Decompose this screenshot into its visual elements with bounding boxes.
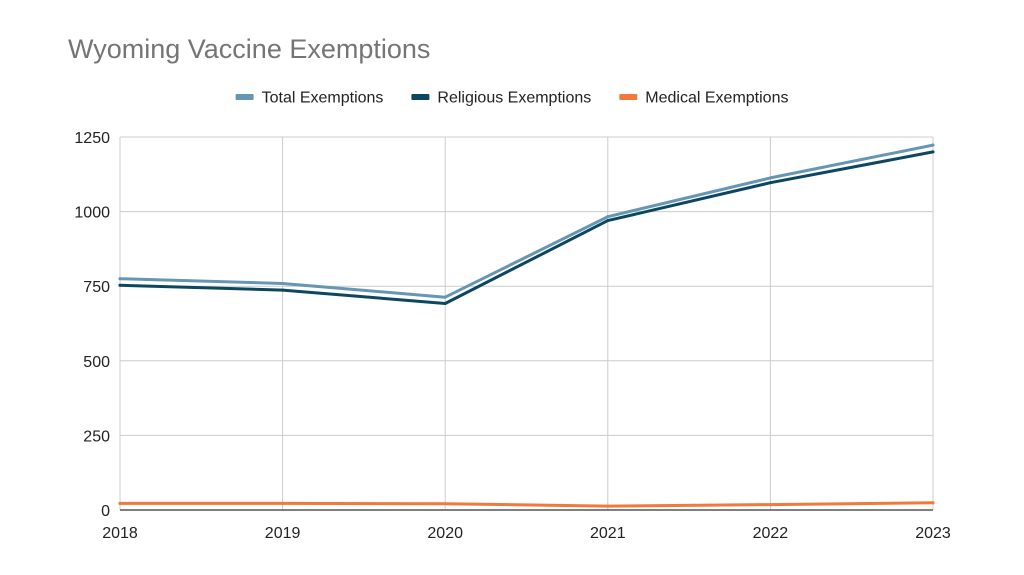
point-medical-exemptions-2019	[281, 501, 285, 505]
x-tick-label-2018: 2018	[102, 525, 138, 542]
x-tick-label-2021: 2021	[590, 525, 626, 542]
y-tick-label-1000: 1000	[74, 205, 110, 222]
x-axis-ticks: 2018 2019 2020 2021 2022 2023	[102, 525, 951, 542]
point-medical-exemptions-2021	[606, 504, 610, 508]
legend-label-total-exemptions: Total Exemptions	[262, 90, 384, 107]
y-tick-label-500: 500	[83, 354, 110, 371]
x-tick-label-2023: 2023	[915, 525, 951, 542]
x-tick-label-2020: 2020	[427, 525, 463, 542]
y-tick-label-250: 250	[83, 428, 110, 445]
series-lines	[118, 143, 935, 508]
point-total-exemptions-2021	[606, 215, 610, 219]
y-axis-ticks: 0 250 500 750 1000 1250	[74, 130, 110, 520]
legend-item-religious-exemptions: Religious Exemptions	[411, 90, 591, 107]
series-line-religious-exemptions	[118, 150, 935, 305]
legend-label-medical-exemptions: Medical Exemptions	[645, 90, 788, 107]
point-total-exemptions-2022	[768, 176, 772, 180]
point-religious-exemptions-2022	[768, 181, 772, 185]
legend-swatch-religious-exemptions	[411, 94, 430, 100]
legend: Total Exemptions Religious Exemptions Medi…	[235, 90, 788, 107]
x-tick-label-2022: 2022	[753, 525, 789, 542]
point-religious-exemptions-2018	[118, 283, 122, 287]
point-medical-exemptions-2022	[768, 503, 772, 507]
series-line-total-exemptions	[118, 143, 935, 299]
point-total-exemptions-2020	[443, 295, 447, 299]
legend-item-total-exemptions: Total Exemptions	[235, 90, 384, 107]
point-total-exemptions-2019	[281, 282, 285, 286]
legend-swatch-medical-exemptions	[619, 94, 638, 100]
chart-title: Wyoming Vaccine Exemptions	[68, 34, 430, 64]
y-tick-label-750: 750	[83, 279, 110, 296]
legend-item-medical-exemptions: Medical Exemptions	[619, 90, 788, 107]
gridlines	[119, 136, 934, 511]
point-religious-exemptions-2021	[606, 219, 610, 223]
x-tick-label-2019: 2019	[265, 525, 301, 542]
point-total-exemptions-2018	[118, 277, 122, 281]
point-religious-exemptions-2020	[443, 302, 447, 306]
point-total-exemptions-2023	[931, 143, 935, 147]
point-medical-exemptions-2018	[118, 501, 122, 505]
y-tick-label-0: 0	[101, 503, 110, 520]
series-line-medical-exemptions	[118, 501, 935, 508]
y-tick-label-1250: 1250	[74, 130, 110, 147]
point-religious-exemptions-2023	[931, 150, 935, 154]
legend-label-religious-exemptions: Religious Exemptions	[437, 90, 591, 107]
point-religious-exemptions-2019	[281, 288, 285, 292]
point-medical-exemptions-2023	[931, 501, 935, 505]
legend-swatch-total-exemptions	[235, 94, 254, 100]
point-medical-exemptions-2020	[443, 502, 447, 506]
